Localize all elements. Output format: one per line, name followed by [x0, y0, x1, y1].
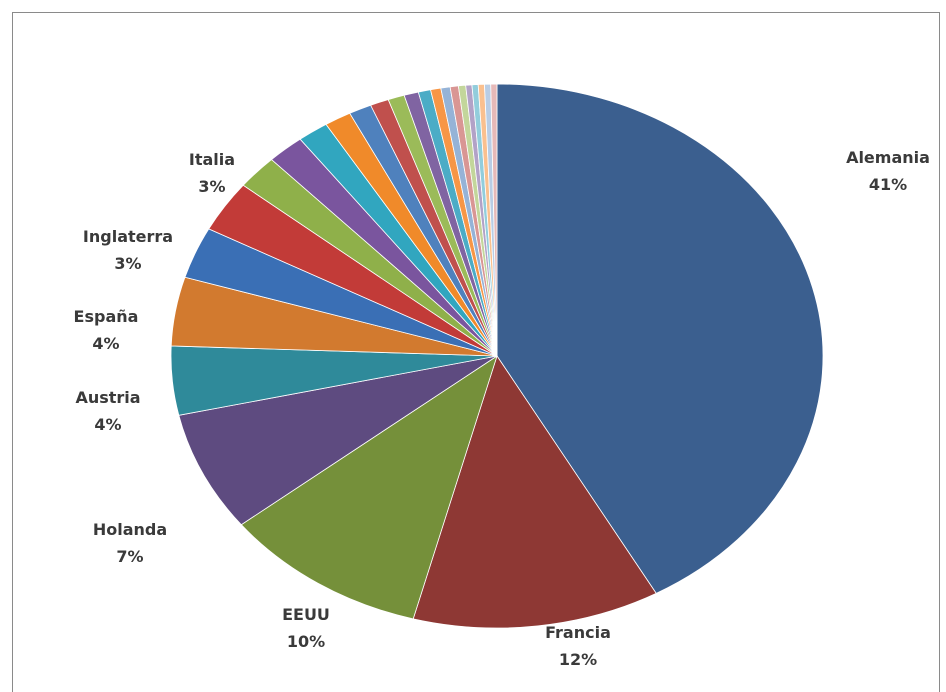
slice-alemania: [496, 83, 824, 594]
value-francia: 12%: [559, 650, 597, 669]
label-espana: España: [74, 307, 139, 326]
slice-eeuu: [240, 355, 498, 620]
value-alemania: 41%: [869, 175, 907, 194]
label-italia: Italia: [189, 150, 235, 169]
value-italia: 3%: [198, 177, 225, 196]
slice-francia: [412, 355, 657, 629]
label-inglaterra: Inglaterra: [83, 227, 173, 246]
slice-other-18: [490, 83, 498, 357]
value-inglaterra: 3%: [114, 254, 141, 273]
label-holanda: Holanda: [93, 520, 167, 539]
label-austria: Austria: [75, 388, 140, 407]
label-francia: Francia: [545, 623, 611, 642]
pie-slices: [170, 83, 824, 629]
value-holanda: 7%: [116, 547, 143, 566]
slice-holanda: [178, 355, 498, 526]
label-alemania: Alemania: [846, 148, 930, 167]
value-eeuu: 10%: [287, 632, 325, 651]
value-austria: 4%: [94, 415, 121, 434]
label-eeuu: EEUU: [282, 605, 330, 624]
value-espana: 4%: [92, 334, 119, 353]
